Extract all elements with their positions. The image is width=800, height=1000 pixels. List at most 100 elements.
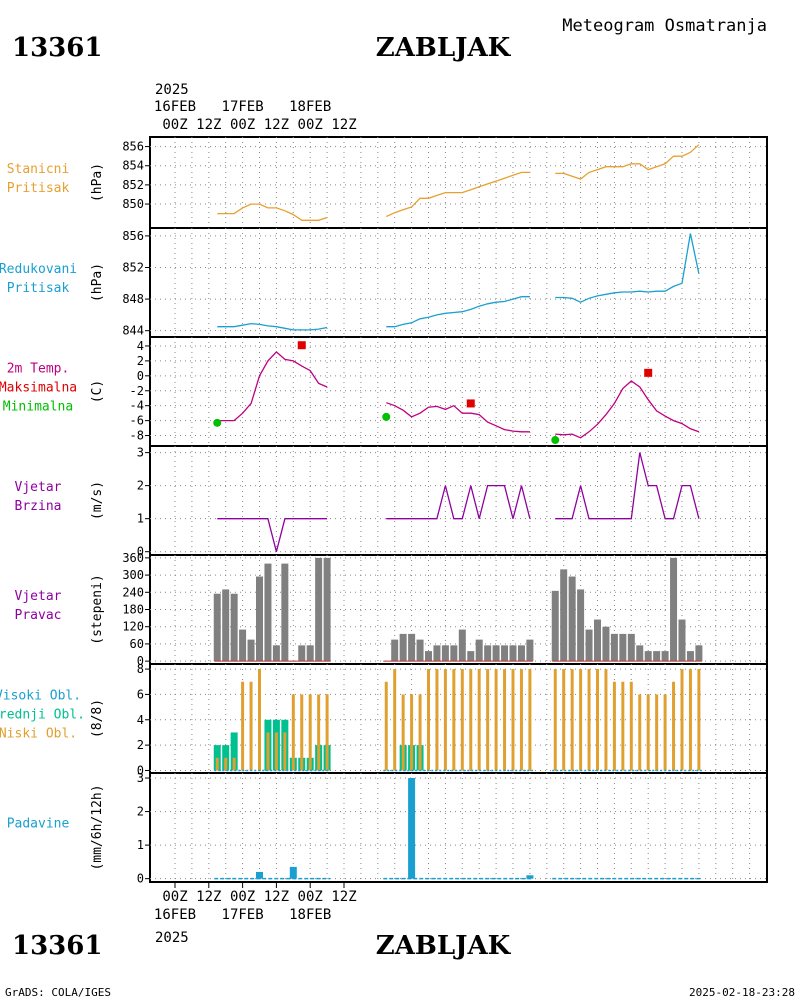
cloud-low-bar bbox=[486, 669, 490, 771]
station_pressure-line bbox=[555, 144, 700, 180]
y-tick-label: 300 bbox=[122, 568, 144, 582]
cloud-low-bar bbox=[528, 669, 532, 771]
temp-max-point bbox=[466, 399, 475, 408]
cloud-low-bar bbox=[604, 669, 608, 771]
cloud-low-bar bbox=[646, 694, 650, 771]
y-tick-label: -6 bbox=[130, 414, 144, 428]
wind-direction-bar bbox=[577, 589, 585, 662]
cloud-low-bar bbox=[697, 669, 701, 771]
bottom-hour-label: 00Z bbox=[298, 889, 323, 905]
top-hour-label: 00Z bbox=[230, 117, 255, 133]
wind-direction-bar bbox=[594, 619, 601, 662]
panel-label-line: 2m Temp. bbox=[7, 362, 70, 377]
y-axis-label: (mm/6h/12h) bbox=[90, 784, 105, 870]
y-tick-label: 0 bbox=[137, 872, 144, 886]
cloud-mid-bar bbox=[213, 745, 221, 771]
panel-label-line: Minimalna bbox=[3, 400, 73, 415]
wind_speed-line bbox=[555, 452, 700, 520]
panel-label-line: Niski Obl. bbox=[0, 727, 77, 742]
wind-direction-bar bbox=[281, 563, 289, 662]
cloud-low-bar bbox=[621, 681, 625, 771]
cloud-low-bar bbox=[308, 694, 312, 771]
cloud-low-bar bbox=[291, 694, 295, 771]
cloud-low-bar bbox=[258, 669, 261, 771]
top-year: 2025 bbox=[155, 82, 189, 98]
temp-min-point bbox=[213, 418, 222, 427]
wind-direction-bar bbox=[484, 645, 492, 662]
panel-label-line: Pravac bbox=[15, 608, 62, 623]
panel-label-line: Redukovani bbox=[0, 262, 77, 277]
wind-direction-bar bbox=[627, 633, 635, 662]
cloud-low-bar bbox=[443, 669, 447, 771]
y-tick-label: 4 bbox=[137, 339, 144, 353]
y-tick-label: 120 bbox=[122, 620, 144, 634]
y-tick-label: 2 bbox=[137, 479, 144, 493]
cloud-low-bar bbox=[300, 694, 304, 771]
panel-label-line: Maksimalna bbox=[0, 381, 77, 396]
wind-direction-bar bbox=[560, 569, 568, 662]
y-tick-label: -4 bbox=[130, 399, 144, 413]
temperature-line bbox=[217, 350, 328, 422]
wind-direction-bar bbox=[213, 593, 221, 662]
bottom-date-label: 17FEB bbox=[222, 907, 264, 923]
cloud-low-bar bbox=[612, 681, 616, 771]
precip-bar bbox=[408, 778, 416, 879]
cloud-low-bar bbox=[317, 694, 321, 771]
wind_speed-line bbox=[217, 518, 328, 552]
cloud-low-bar bbox=[384, 681, 388, 771]
wind-direction-bar bbox=[306, 645, 314, 662]
panel-label-line: Vjetar bbox=[15, 480, 62, 495]
y-tick-label: 0 bbox=[137, 545, 144, 559]
wind-direction-bar bbox=[636, 645, 644, 662]
top-date-label: 16FEB bbox=[154, 99, 196, 115]
wind-direction-bar bbox=[323, 557, 331, 662]
y-tick-label: 854 bbox=[122, 159, 144, 173]
panel-label-line: Padavine bbox=[7, 817, 70, 832]
y-tick-label: 2 bbox=[137, 354, 144, 368]
wind-direction-bar bbox=[695, 645, 703, 662]
cloud-low-bar bbox=[519, 669, 523, 771]
cloud-low-bar bbox=[418, 694, 422, 771]
wind-direction-bar bbox=[450, 645, 458, 662]
bottom-hour-label: 12Z bbox=[331, 889, 356, 905]
y-tick-label: 180 bbox=[122, 603, 144, 617]
reduced_pressure-line bbox=[386, 296, 530, 328]
wind-direction-bar bbox=[517, 645, 525, 662]
cloud-low-bar bbox=[232, 757, 236, 771]
panel-reduced_pressure: 844 848 852 856 (hPa) Redukovani Pritisak bbox=[0, 227, 768, 338]
bottom-hour-label: 00Z bbox=[162, 889, 187, 905]
cloud-low-bar bbox=[241, 681, 245, 771]
precip-bar bbox=[289, 866, 297, 879]
wind-direction-bar bbox=[670, 557, 678, 662]
wind-direction-bar bbox=[602, 626, 610, 662]
bottom-year: 2025 bbox=[155, 930, 189, 946]
y-tick-label: 8 bbox=[137, 662, 144, 676]
top-hour-label: 00Z bbox=[162, 117, 187, 133]
bottom-hour-label: 00Z bbox=[230, 889, 255, 905]
y-tick-label: 360 bbox=[122, 551, 144, 565]
y-tick-label: 0 bbox=[137, 369, 144, 383]
station-id-bottom: 13361 bbox=[12, 931, 102, 961]
wind-direction-bar bbox=[686, 651, 694, 662]
cloud-mid-bar bbox=[222, 745, 230, 771]
wind-direction-bar bbox=[425, 651, 432, 662]
cloud-low-bar bbox=[266, 732, 270, 771]
station-id-top: 13361 bbox=[12, 33, 102, 63]
wind-direction-bar bbox=[222, 589, 230, 662]
panel-precipitation: 0 1 2 3 (mm/6h/12h) Padavine bbox=[7, 771, 768, 886]
cloud-low-bar bbox=[427, 669, 430, 771]
panel-label-line: Srednji Obl. bbox=[0, 708, 85, 723]
reduced_pressure-line bbox=[555, 233, 700, 303]
wind-direction-bar bbox=[610, 633, 618, 662]
y-tick-label: 0 bbox=[137, 763, 144, 777]
wind-direction-bar bbox=[391, 639, 399, 662]
y-axis-label: (hPa) bbox=[90, 163, 105, 202]
y-tick-label: 856 bbox=[122, 140, 144, 154]
precip-bar bbox=[256, 871, 263, 879]
cloud-low-bar bbox=[638, 694, 642, 771]
panel-label-line: Pritisak bbox=[7, 181, 70, 196]
y-tick-label: 1 bbox=[137, 512, 144, 526]
panel-frame bbox=[149, 445, 768, 556]
